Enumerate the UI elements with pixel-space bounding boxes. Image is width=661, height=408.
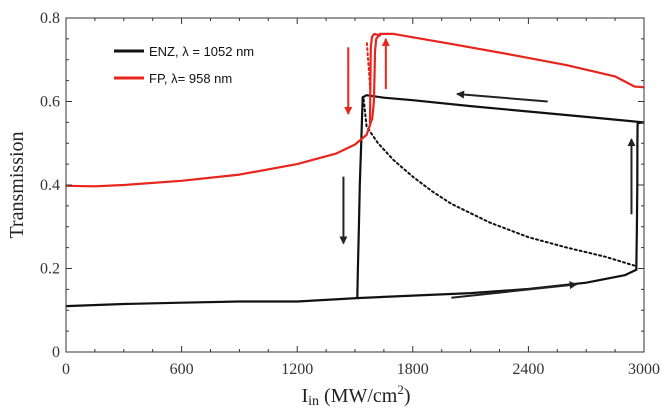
series-enz-line [361,94,644,124]
x-axis-title-subscript: in [308,394,319,408]
y-tick-label: 0.8 [40,10,60,27]
y-tick-label: 0 [52,344,60,361]
x-axis-title-unit: (MW/cm [319,385,398,407]
enz-direction-arrow [451,281,578,299]
series-fp-line [66,32,644,188]
x-axis-title-unit-close: ) [404,385,411,407]
legend-label-fp: FP, λ= 958 nm [149,71,232,86]
series-layer [66,32,644,308]
y-tick-label: 0.2 [40,261,60,278]
x-tick-label: 0 [62,361,70,378]
y-axis-title: Transmission [6,131,28,238]
y-tick-label: 0.4 [40,177,60,194]
enz-direction-arrow [456,90,548,103]
series-enz-line [635,122,639,271]
arrow-layer [339,37,636,299]
x-tick-label: 1200 [281,361,313,378]
series-enz-line [66,268,638,308]
tick-layer: 0 600 1200 1800 2400 3000 0 0.2 0.4 0.6 0.8 [40,10,660,378]
x-tick-label: 1800 [397,361,429,378]
series-enz-unstable-branch [362,98,636,267]
y-tick-label: 0.6 [40,94,60,111]
x-axis-title: Iin (MW/cm2) [301,382,410,408]
x-axis-title-unit-exponent: 2 [397,382,404,397]
x-axis-title-symbol: I [301,385,308,407]
series-enz-line [356,96,364,300]
x-tick-label: 3000 [628,361,660,378]
series-fp-unstable-branch [365,42,371,90]
series-fp-line [368,32,382,124]
x-tick-label: 2400 [512,361,544,378]
x-tick-label: 600 [170,361,194,378]
plot-frame [65,17,645,353]
legend-label-enz: ENZ, λ = 1052 nm [149,44,254,59]
legend: ENZ, λ = 1052 nm FP, λ= 958 nm [114,44,254,86]
